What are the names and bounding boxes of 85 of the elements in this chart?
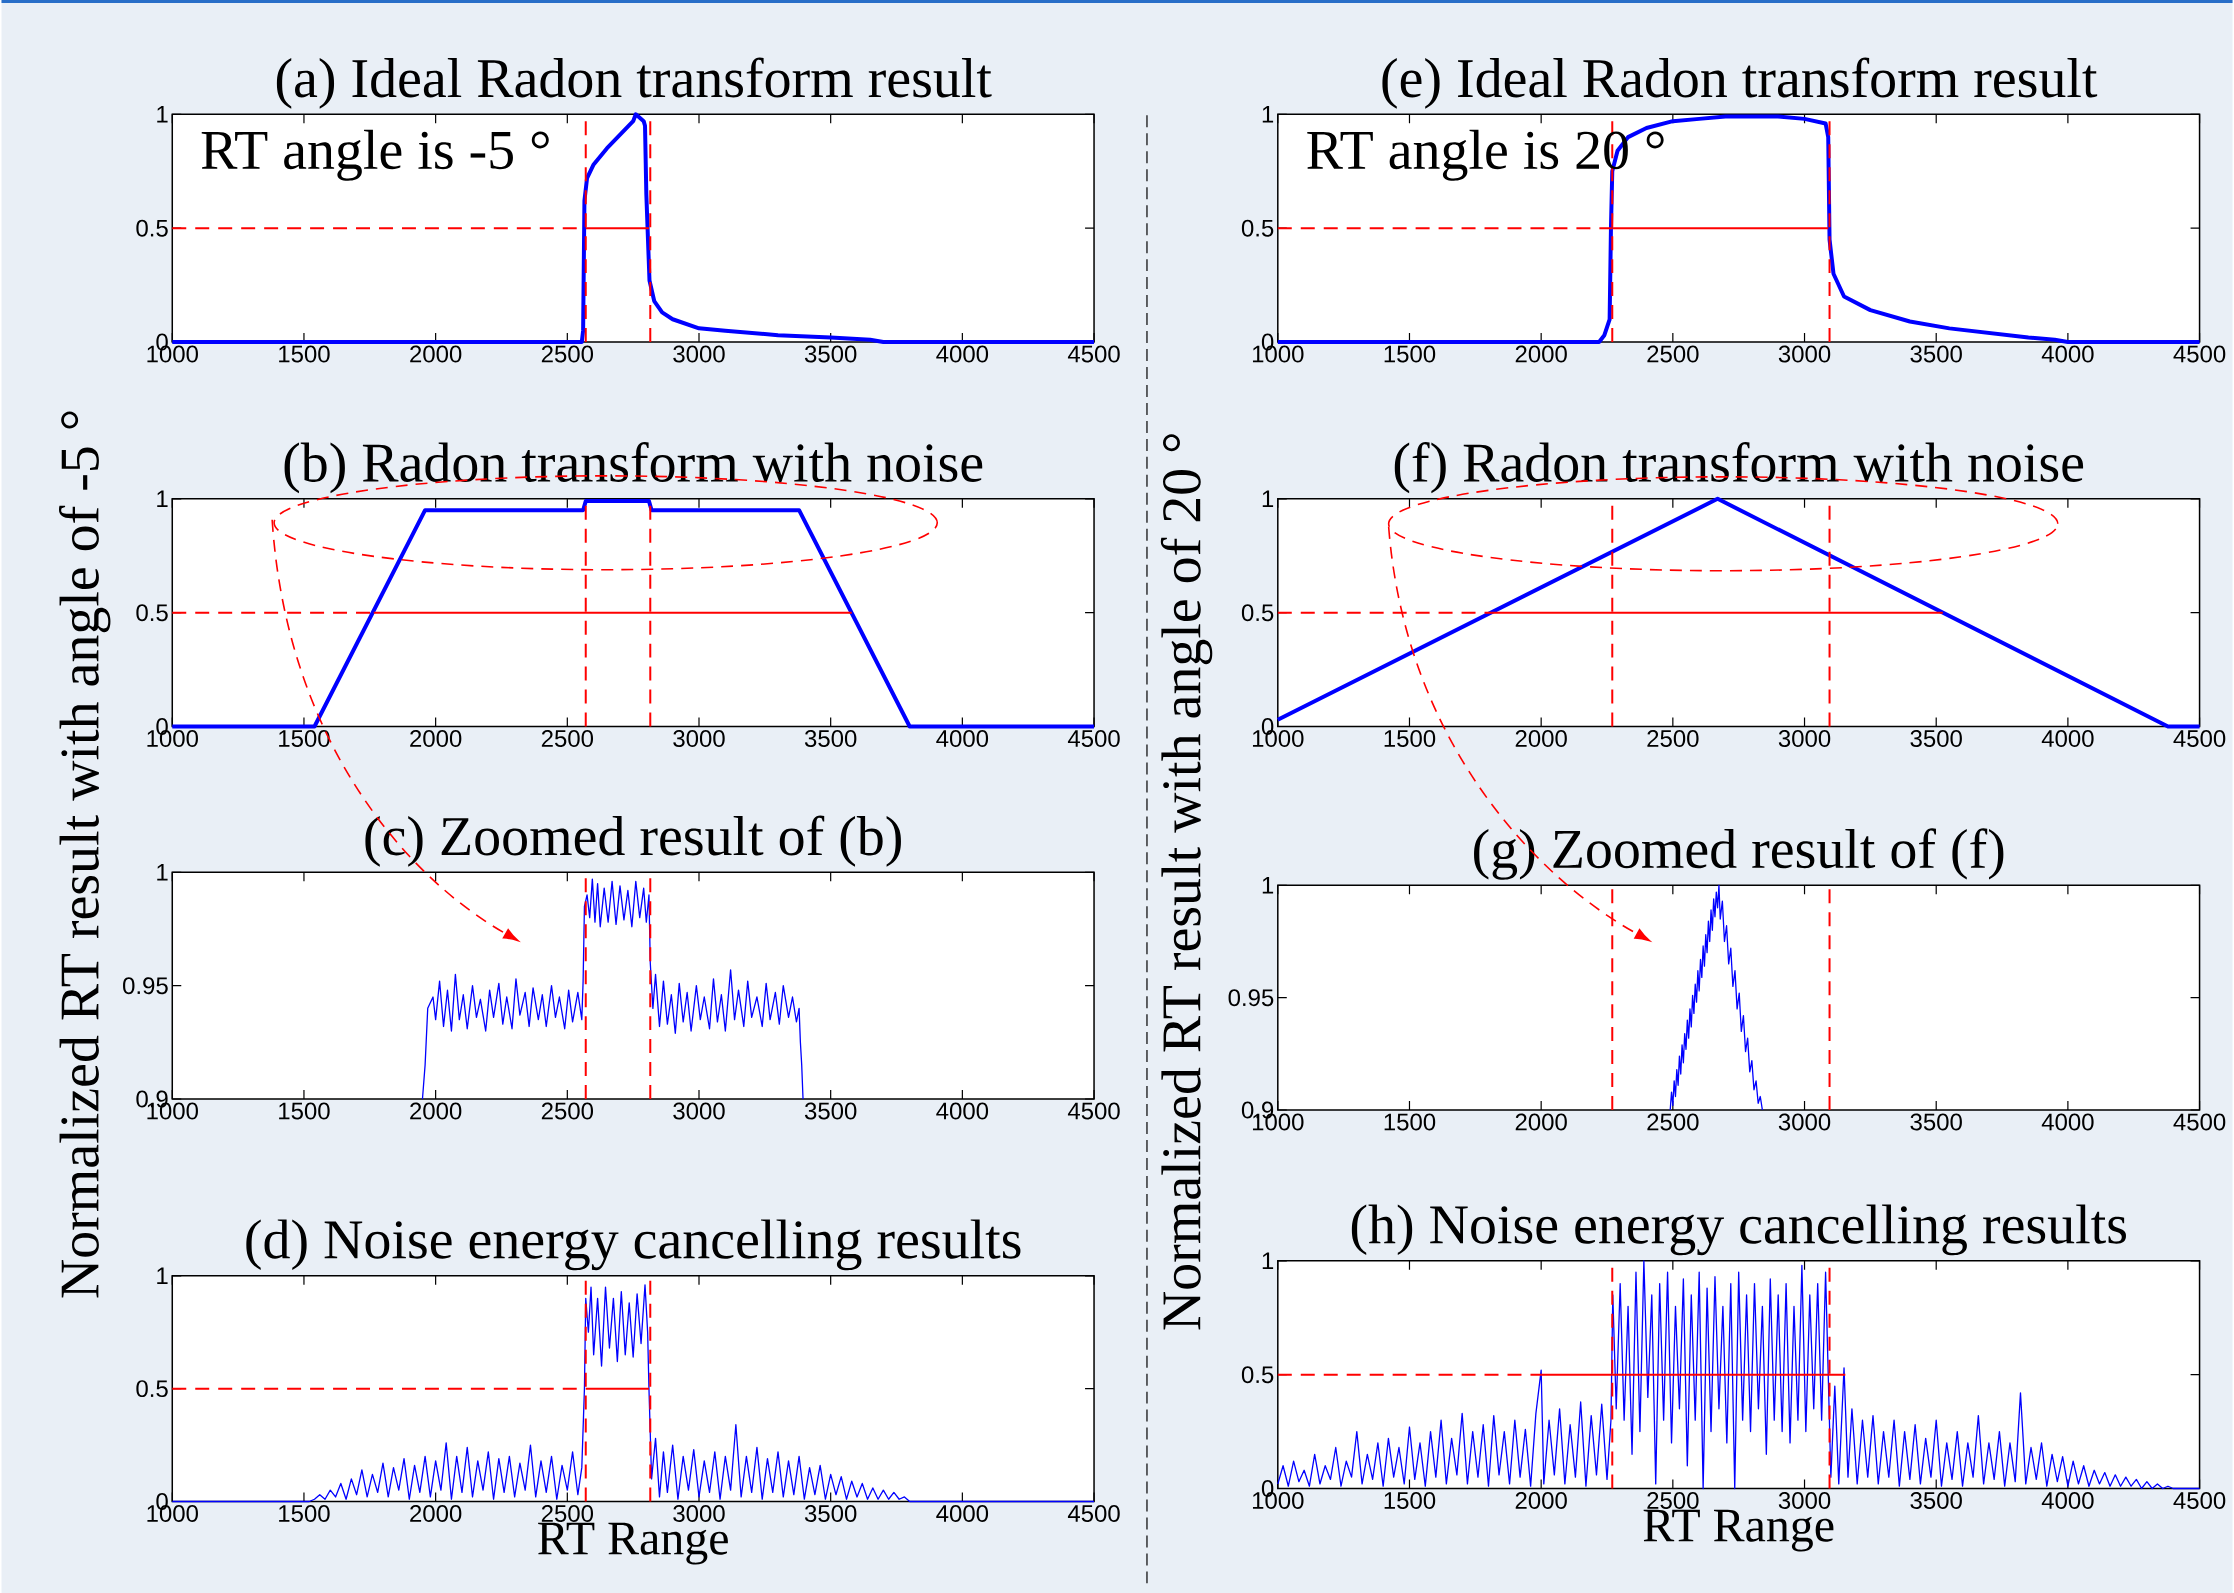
y-tick-label: 1 bbox=[157, 490, 168, 507]
x-tick-label: 4000 bbox=[936, 1504, 989, 1522]
y-tick-label: 1 bbox=[1262, 876, 1274, 894]
x-tick-label: 1500 bbox=[1384, 1491, 1436, 1509]
x-tick-label: 1500 bbox=[279, 729, 330, 747]
y-tick-label: 0.95 bbox=[1228, 989, 1274, 1006]
x-tick-label: 1500 bbox=[1384, 345, 1436, 363]
x-tick-label: 2500 bbox=[541, 345, 594, 363]
x-tick-label: 4000 bbox=[2041, 345, 2094, 363]
x-tick-label: 2000 bbox=[1515, 729, 1567, 747]
y-tick-label: 0.5 bbox=[136, 604, 168, 621]
y-tick-label: 0.95 bbox=[123, 977, 168, 994]
x-tick-label: 4000 bbox=[2041, 729, 2094, 747]
x-tick-label: 3000 bbox=[1778, 1113, 1831, 1131]
chart-title: (f) Radon transform with noise bbox=[1394, 441, 2084, 494]
y-tick-label: 1 bbox=[157, 1267, 168, 1284]
x-tick-label: 4500 bbox=[1067, 1504, 1120, 1522]
x-tick-label: 1500 bbox=[1384, 729, 1436, 747]
y-tick-label: 0.5 bbox=[1241, 1366, 1274, 1383]
x-tick-label: 3000 bbox=[1778, 729, 1831, 747]
x-tick-label: 4500 bbox=[1067, 1102, 1120, 1120]
y-tick-label: 0.5 bbox=[136, 1379, 168, 1397]
y-tick-label: 1 bbox=[1262, 105, 1274, 123]
y-tick-label: 0.5 bbox=[136, 219, 168, 237]
x-tick-label: 2000 bbox=[410, 729, 462, 747]
x-tick-label: 3000 bbox=[673, 345, 725, 363]
x-tick-label: 4000 bbox=[936, 729, 989, 747]
chart-title: (a) Ideal Radon transform result bbox=[276, 57, 992, 109]
y-axis-title: Normalized RT result with angle of -5 ° bbox=[58, 411, 111, 1298]
chart-title: (c) Zoomed result of (b) bbox=[365, 815, 901, 867]
chart-title: (b) Radon transform with noise bbox=[284, 441, 983, 494]
x-tick-label: 4500 bbox=[2173, 345, 2226, 363]
y-tick-label: 1 bbox=[1262, 1252, 1274, 1269]
x-tick-label: 2500 bbox=[1647, 345, 1699, 363]
x-tick-label: 4500 bbox=[2173, 1491, 2226, 1509]
x-tick-label: 2000 bbox=[1515, 345, 1567, 363]
chart-title: (h) Noise energy cancelling results bbox=[1351, 1204, 2126, 1256]
x-tick-label: 3500 bbox=[1910, 1113, 1962, 1131]
x-tick-label: 3500 bbox=[804, 1504, 857, 1522]
x-tick-label: 2000 bbox=[410, 1102, 462, 1120]
x-tick-label: 4000 bbox=[2041, 1491, 2094, 1509]
x-tick-label: 4000 bbox=[936, 345, 989, 363]
x-tick-label: 2500 bbox=[541, 1504, 594, 1522]
x-tick-label: 2000 bbox=[1515, 1113, 1567, 1131]
x-tick-label: 3500 bbox=[804, 729, 857, 747]
y-tick-label: 1 bbox=[1262, 490, 1274, 507]
annotation: RT angle is -5 ° bbox=[201, 129, 549, 181]
x-tick-label: 2000 bbox=[410, 345, 462, 363]
y-tick-label: 0.5 bbox=[1241, 604, 1274, 621]
x-tick-label: 4000 bbox=[936, 1102, 989, 1120]
x-tick-label: 1500 bbox=[279, 1504, 330, 1522]
x-tick-label: 3500 bbox=[804, 1102, 857, 1120]
x-tick-label: 1500 bbox=[279, 345, 330, 363]
x-tick-label: 2500 bbox=[541, 1102, 594, 1120]
x-tick-label: 3000 bbox=[673, 729, 725, 747]
chart-title: (e) Ideal Radon transform result bbox=[1382, 57, 2098, 109]
y-tick-label: 1 bbox=[157, 863, 168, 881]
x-tick-label: 3000 bbox=[673, 1504, 725, 1522]
x-tick-label: 1500 bbox=[1384, 1113, 1436, 1131]
x-tick-label: 4500 bbox=[1067, 729, 1120, 747]
x-axis-title: RT Range bbox=[538, 1522, 728, 1565]
x-tick-label: 3500 bbox=[1910, 1491, 1962, 1509]
x-tick-label: 3500 bbox=[804, 345, 857, 363]
x-tick-label: 1500 bbox=[279, 1102, 330, 1120]
x-tick-label: 3000 bbox=[1778, 345, 1831, 363]
x-tick-label: 2000 bbox=[1515, 1491, 1567, 1509]
x-tick-label: 2500 bbox=[541, 729, 594, 747]
x-tick-label: 4500 bbox=[2173, 1113, 2226, 1131]
x-tick-label: 4500 bbox=[2173, 729, 2226, 747]
y-axis-title: Normalized RT result with angle of 20 ° bbox=[1160, 434, 1213, 1330]
x-tick-label: 3000 bbox=[673, 1102, 725, 1120]
x-tick-label: 3500 bbox=[1910, 729, 1962, 747]
x-tick-label: 2500 bbox=[1647, 1491, 1699, 1509]
x-tick-label: 3000 bbox=[1778, 1491, 1831, 1509]
x-tick-label: 4000 bbox=[2041, 1113, 2094, 1131]
chart-title: (g) Zoomed result of (f) bbox=[1474, 828, 2004, 880]
y-tick-label: 0.5 bbox=[1241, 219, 1274, 237]
x-tick-label: 3500 bbox=[1910, 345, 1962, 363]
x-tick-label: 2500 bbox=[1647, 729, 1699, 747]
x-tick-label: 2000 bbox=[410, 1504, 462, 1522]
chart-title: (d) Noise energy cancelling results bbox=[246, 1219, 1021, 1271]
y-tick-label: 1 bbox=[157, 105, 168, 123]
x-tick-label: 4500 bbox=[1067, 345, 1120, 363]
x-tick-label: 2500 bbox=[1647, 1113, 1699, 1131]
x-axis-title: RT Range bbox=[1643, 1509, 1834, 1552]
